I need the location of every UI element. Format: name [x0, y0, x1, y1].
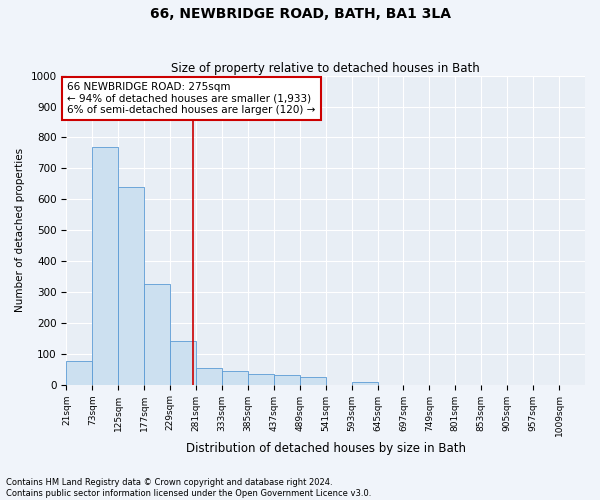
X-axis label: Distribution of detached houses by size in Bath: Distribution of detached houses by size …: [186, 442, 466, 455]
Bar: [222, 370, 248, 384]
Bar: [144, 284, 170, 384]
Bar: [67, 362, 92, 384]
Y-axis label: Number of detached properties: Number of detached properties: [15, 148, 25, 312]
Bar: [352, 382, 377, 384]
Text: 66 NEWBRIDGE ROAD: 275sqm
← 94% of detached houses are smaller (1,933)
6% of sem: 66 NEWBRIDGE ROAD: 275sqm ← 94% of detac…: [67, 82, 316, 115]
Bar: [196, 368, 222, 384]
Text: 66, NEWBRIDGE ROAD, BATH, BA1 3LA: 66, NEWBRIDGE ROAD, BATH, BA1 3LA: [149, 8, 451, 22]
Bar: [92, 146, 118, 384]
Bar: [300, 377, 326, 384]
Bar: [170, 342, 196, 384]
Text: Contains HM Land Registry data © Crown copyright and database right 2024.
Contai: Contains HM Land Registry data © Crown c…: [6, 478, 371, 498]
Bar: [118, 187, 144, 384]
Bar: [248, 374, 274, 384]
Title: Size of property relative to detached houses in Bath: Size of property relative to detached ho…: [172, 62, 480, 74]
Bar: [274, 376, 300, 384]
